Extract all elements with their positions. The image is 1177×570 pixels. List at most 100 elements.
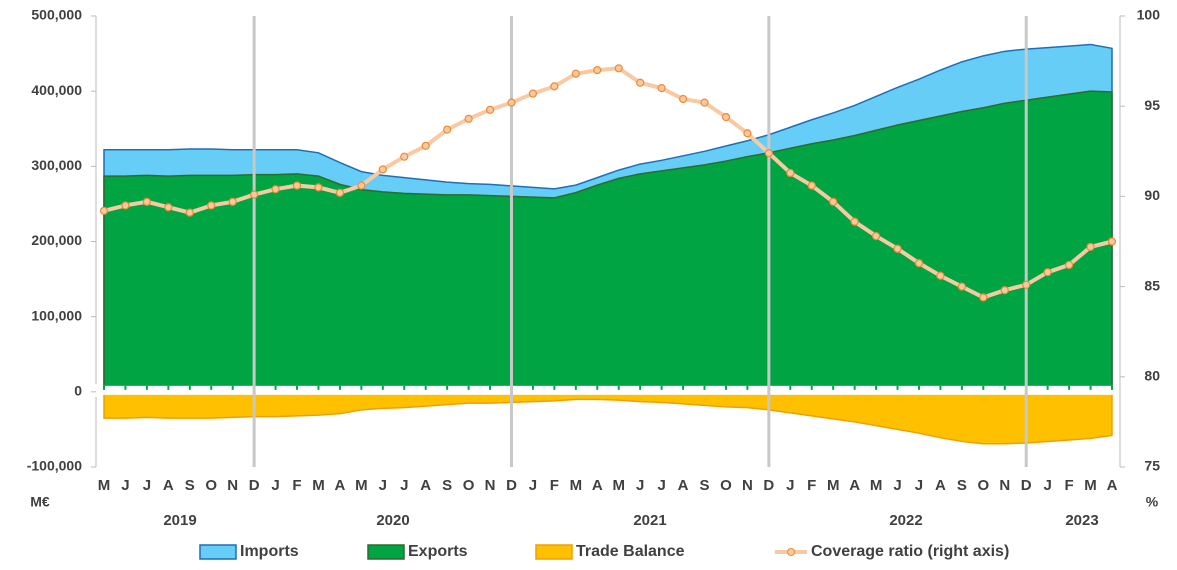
y2-tick-label: 90 bbox=[1144, 187, 1160, 203]
coverage-marker bbox=[121, 201, 130, 210]
coverage-marker bbox=[1107, 237, 1117, 246]
coverage-marker bbox=[1086, 242, 1095, 252]
x-tick-label: A bbox=[163, 477, 174, 494]
x-tick-label: A bbox=[334, 477, 345, 494]
x-tick-label: A bbox=[849, 477, 860, 494]
y-tick-label: 100,000 bbox=[31, 307, 82, 323]
coverage-marker bbox=[936, 271, 945, 280]
coverage-marker bbox=[614, 64, 623, 73]
year-label: 2021 bbox=[633, 512, 666, 529]
x-tick-label: O bbox=[977, 477, 989, 494]
coverage-marker bbox=[357, 181, 366, 190]
x-tick-label: J bbox=[786, 477, 794, 494]
y2-tick-label: 80 bbox=[1144, 368, 1160, 384]
coverage-marker bbox=[1043, 268, 1052, 277]
legend-swatch bbox=[367, 544, 405, 560]
x-tick-label: O bbox=[720, 477, 732, 494]
coverage-marker bbox=[335, 188, 345, 197]
coverage-marker bbox=[185, 208, 194, 217]
legend-label: Exports bbox=[408, 543, 468, 560]
x-tick-label: J bbox=[529, 477, 537, 494]
coverage-marker bbox=[979, 293, 988, 302]
area-2 bbox=[103, 391, 1113, 445]
y-tick-label: 300,000 bbox=[31, 157, 82, 173]
x-tick-label: N bbox=[227, 477, 238, 494]
y-tick-label: 0 bbox=[74, 383, 82, 399]
x-tick-label: J bbox=[915, 477, 923, 494]
x-tick-label: S bbox=[700, 477, 710, 494]
x-tick-label: F bbox=[292, 477, 301, 494]
x-tick-label: M bbox=[355, 477, 368, 494]
y2-axis-label: % bbox=[1146, 494, 1159, 510]
x-tick-label: S bbox=[957, 477, 967, 494]
coverage-marker bbox=[957, 282, 966, 291]
coverage-marker bbox=[850, 217, 859, 226]
y-tick-label: 200,000 bbox=[31, 232, 82, 248]
coverage-marker bbox=[464, 114, 473, 123]
coverage-marker bbox=[807, 181, 816, 190]
y-tick-label: 400,000 bbox=[31, 82, 82, 98]
coverage-marker bbox=[871, 231, 881, 241]
x-tick-label: O bbox=[205, 477, 217, 494]
legend-swatch bbox=[535, 544, 573, 560]
coverage-marker bbox=[443, 125, 452, 134]
coverage-marker bbox=[250, 190, 259, 199]
legend-label: Trade Balance bbox=[576, 543, 685, 560]
x-tick-label: J bbox=[657, 477, 665, 494]
coverage-marker bbox=[657, 84, 666, 93]
coverage-marker bbox=[636, 78, 645, 87]
coverage-marker bbox=[528, 89, 538, 98]
x-tick-label: F bbox=[807, 477, 816, 494]
coverage-marker bbox=[378, 165, 387, 174]
year-label: 2022 bbox=[889, 512, 922, 529]
year-label: 2019 bbox=[163, 512, 196, 529]
x-tick-label: M bbox=[570, 477, 583, 494]
coverage-marker bbox=[571, 69, 580, 78]
coverage-marker bbox=[1065, 260, 1074, 270]
coverage-marker bbox=[507, 98, 516, 107]
coverage-marker bbox=[743, 129, 752, 138]
coverage-marker bbox=[164, 203, 173, 212]
x-tick-label: N bbox=[485, 477, 496, 494]
x-tick-label: A bbox=[592, 477, 603, 494]
zero-strip bbox=[96, 385, 1114, 395]
x-tick-label: D bbox=[506, 477, 517, 494]
coverage-marker bbox=[292, 181, 302, 190]
x-tick-label: J bbox=[1043, 477, 1051, 494]
legend-marker bbox=[787, 548, 795, 556]
y2-tick-label: 85 bbox=[1144, 277, 1160, 293]
coverage-marker bbox=[400, 152, 409, 161]
x-tick-label: J bbox=[271, 477, 279, 494]
x-tick-label: J bbox=[400, 477, 408, 494]
coverage-marker bbox=[593, 66, 602, 75]
x-tick-label: J bbox=[121, 477, 129, 494]
y-axis-label: M€ bbox=[30, 494, 50, 510]
x-tick-label: F bbox=[550, 477, 559, 494]
x-tick-label: N bbox=[999, 477, 1010, 494]
y2-tick-label: 100 bbox=[1137, 7, 1161, 23]
y2-tick-label: 95 bbox=[1144, 97, 1160, 113]
x-tick-label: M bbox=[312, 477, 325, 494]
x-tick-label: A bbox=[1107, 477, 1118, 494]
coverage-marker bbox=[271, 185, 280, 194]
x-tick-label: D bbox=[763, 477, 774, 494]
coverage-marker bbox=[829, 197, 838, 206]
x-tick-label: M bbox=[827, 477, 840, 494]
coverage-marker bbox=[914, 259, 924, 268]
x-tick-label: M bbox=[612, 477, 625, 494]
coverage-marker bbox=[142, 197, 151, 206]
x-tick-label: M bbox=[1084, 477, 1097, 494]
x-tick-label: A bbox=[420, 477, 431, 494]
x-tick-label: J bbox=[379, 477, 387, 494]
coverage-marker bbox=[700, 98, 709, 107]
coverage-marker bbox=[485, 105, 495, 114]
x-tick-label: S bbox=[185, 477, 195, 494]
x-tick-label: S bbox=[442, 477, 452, 494]
y2-tick-label: 75 bbox=[1144, 458, 1160, 474]
x-tick-label: N bbox=[742, 477, 753, 494]
legend-label: Coverage ratio (right axis) bbox=[811, 543, 1009, 560]
y-tick-label: 500,000 bbox=[31, 7, 82, 23]
coverage-marker bbox=[421, 141, 430, 150]
year-label: 2020 bbox=[376, 512, 409, 529]
